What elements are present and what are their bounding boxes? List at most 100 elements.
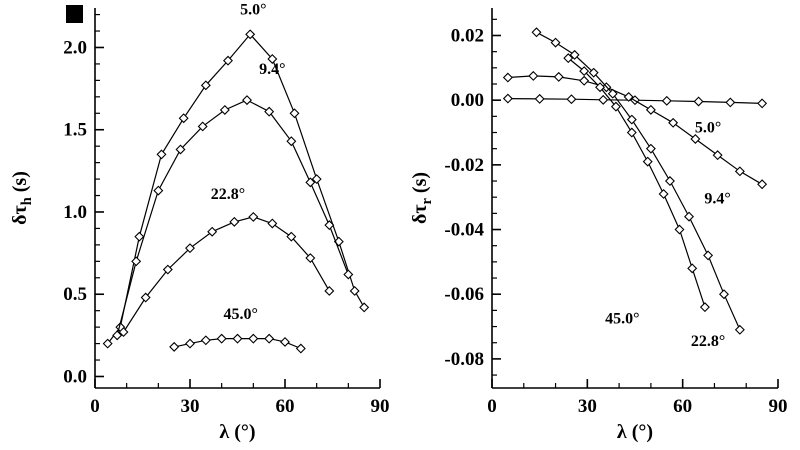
series-line-5.0 bbox=[107, 33, 365, 344]
diamond-marker bbox=[626, 127, 637, 138]
diamond-marker bbox=[674, 224, 685, 235]
diamond-marker bbox=[169, 341, 180, 352]
y-tick-label: 1.0 bbox=[63, 202, 87, 223]
y-tick-label: 0.02 bbox=[451, 25, 484, 46]
diamond-marker bbox=[286, 231, 297, 242]
diamond-marker bbox=[280, 336, 290, 347]
diamond-marker bbox=[734, 166, 745, 177]
y-tick-label: -0.04 bbox=[444, 220, 484, 241]
y-tick-label: 0.5 bbox=[63, 284, 87, 305]
y-tick-label: 1.5 bbox=[63, 120, 87, 141]
diamond-marker bbox=[185, 338, 195, 349]
diamond-marker bbox=[757, 98, 768, 109]
y-tick-label: 0.00 bbox=[451, 90, 484, 111]
diamond-marker bbox=[223, 55, 233, 66]
series-annotation: 22.8° bbox=[691, 333, 725, 350]
diamond-marker bbox=[579, 75, 590, 86]
y-axis-label: δτh (s) bbox=[9, 171, 35, 225]
diamond-marker bbox=[245, 29, 256, 40]
diamond-marker bbox=[595, 82, 606, 93]
diamond-marker bbox=[324, 220, 335, 231]
x-tick-label: 60 bbox=[276, 396, 295, 417]
diamond-marker bbox=[690, 134, 701, 144]
diamond-marker bbox=[703, 250, 714, 261]
diamond-marker bbox=[502, 93, 513, 104]
diamond-marker bbox=[295, 343, 306, 354]
diamond-marker bbox=[359, 302, 370, 313]
diamond-marker bbox=[531, 27, 542, 38]
x-tick-label: 0 bbox=[90, 396, 100, 417]
diamond-marker bbox=[579, 66, 590, 77]
series-annotation: 5.0° bbox=[695, 120, 721, 137]
diamond-marker bbox=[140, 292, 151, 303]
x-tick-label: 30 bbox=[578, 396, 597, 417]
right-chart-delta-tau-r: 0 30 60 90 0.02 0.00 -0.02 -0.04 -0.06 -0.08 5.0° 9… bbox=[409, 8, 788, 443]
diamond-marker bbox=[219, 105, 230, 115]
diamond-marker bbox=[178, 113, 189, 124]
diamond-marker bbox=[343, 269, 354, 280]
diamond-marker bbox=[610, 101, 621, 112]
series-annotation: 45.0° bbox=[605, 310, 639, 327]
diamond-marker bbox=[102, 338, 113, 349]
series-line-9.4 bbox=[507, 75, 763, 185]
diamond-marker bbox=[699, 302, 710, 313]
diamond-marker bbox=[349, 285, 360, 296]
diamond-marker bbox=[200, 335, 211, 346]
diamond-marker bbox=[134, 231, 145, 242]
diamond-marker bbox=[156, 149, 167, 160]
diamond-marker bbox=[162, 264, 173, 275]
diamond-marker bbox=[553, 71, 564, 82]
diamond-marker bbox=[242, 95, 252, 106]
diamond-marker bbox=[642, 156, 653, 167]
x-tick-label: 30 bbox=[181, 396, 200, 417]
diamond-marker bbox=[684, 211, 694, 222]
y-tick-label: -0.06 bbox=[444, 284, 484, 305]
diamond-marker bbox=[658, 188, 669, 199]
diamond-marker bbox=[528, 70, 539, 81]
left-chart-delta-tau-h: 0 30 60 90 0.0 0.5 1.0 1.5 2.0 5.0° 9.4° 22.8° 45.0°… bbox=[9, 2, 390, 443]
x-tick-label: 0 bbox=[487, 396, 497, 417]
diamond-marker bbox=[232, 333, 243, 344]
diamond-marker bbox=[534, 93, 545, 104]
series-annotation: 9.4° bbox=[259, 61, 285, 78]
diamond-marker bbox=[645, 104, 656, 115]
diamond-marker bbox=[333, 236, 344, 247]
x-tick-label: 90 bbox=[371, 396, 390, 417]
diamond-marker bbox=[311, 174, 322, 185]
x-axis-label: λ (°) bbox=[219, 421, 255, 443]
diamond-marker bbox=[588, 67, 599, 78]
diamond-marker bbox=[112, 330, 123, 341]
series-annotation: 22.8° bbox=[211, 186, 245, 203]
series-annotation: 5.0° bbox=[240, 2, 266, 19]
diamond-marker bbox=[719, 289, 729, 300]
diamond-marker bbox=[687, 263, 698, 274]
diamond-marker bbox=[200, 80, 211, 91]
diamond-marker bbox=[598, 94, 609, 105]
diamond-marker bbox=[118, 327, 129, 338]
y-tick-label: 2.0 bbox=[63, 37, 87, 58]
diamond-marker bbox=[153, 185, 164, 196]
series-annotation: 9.4° bbox=[704, 191, 730, 208]
diamond-marker bbox=[693, 96, 704, 107]
diamond-marker bbox=[664, 176, 675, 186]
diamond-marker bbox=[264, 106, 275, 117]
diamond-marker bbox=[623, 91, 634, 102]
diamond-marker bbox=[757, 179, 768, 190]
diamond-marker bbox=[569, 49, 580, 60]
y-tick-label: 0.0 bbox=[63, 366, 87, 387]
diamond-marker bbox=[725, 97, 736, 108]
corner-mark bbox=[66, 5, 83, 23]
x-tick-label: 90 bbox=[769, 396, 788, 417]
diamond-marker bbox=[131, 256, 142, 267]
y-tick-label: -0.08 bbox=[444, 349, 484, 370]
diamond-marker bbox=[626, 114, 637, 125]
diamond-marker bbox=[207, 226, 218, 237]
diamond-marker bbox=[550, 37, 561, 48]
diamond-marker bbox=[248, 211, 259, 222]
diamond-marker bbox=[289, 108, 300, 119]
diamond-marker bbox=[566, 94, 577, 105]
diamond-marker bbox=[734, 324, 745, 335]
diamond-marker bbox=[185, 243, 195, 254]
series-line-9.4 bbox=[116, 99, 349, 336]
